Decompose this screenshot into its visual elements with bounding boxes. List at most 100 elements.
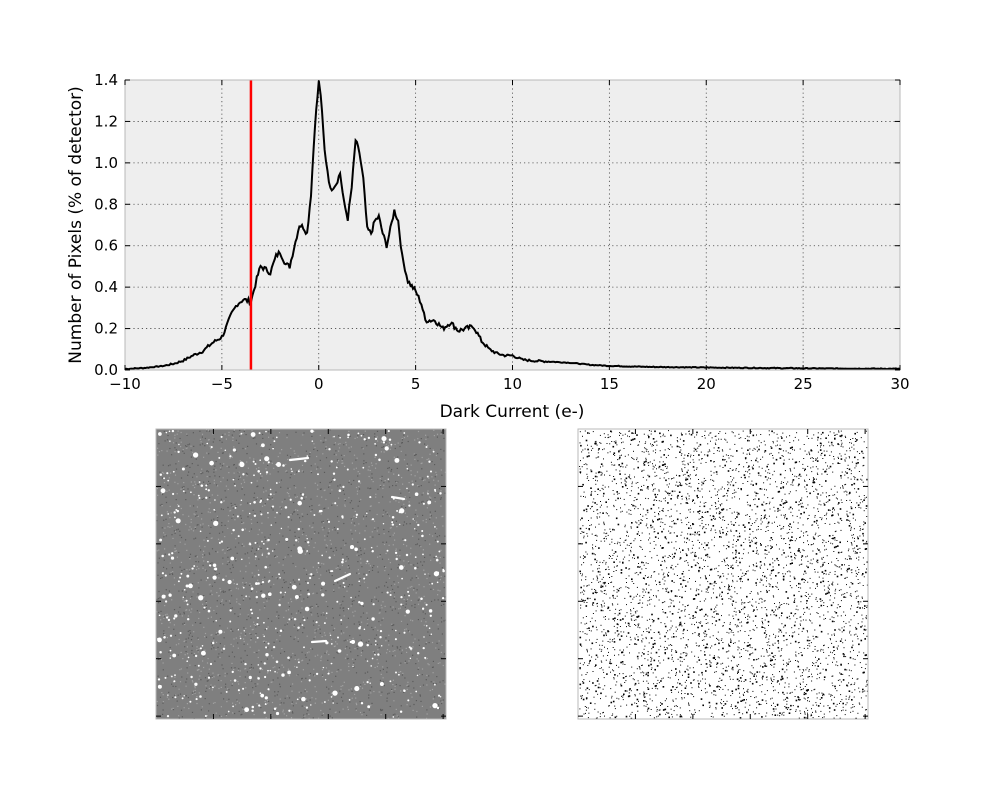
noise-pixel: [163, 472, 165, 474]
masked-pixel: [598, 565, 600, 566]
masked-pixel: [724, 464, 726, 467]
noise-pixel: [216, 600, 218, 602]
noise-pixel: [157, 494, 159, 496]
noise-pixel: [366, 612, 368, 614]
masked-pixel: [849, 632, 850, 634]
masked-pixel: [835, 545, 837, 548]
noise-pixel: [204, 437, 206, 440]
noise-pixel: [339, 484, 341, 486]
noise-pixel: [203, 539, 205, 541]
masked-pixel: [861, 597, 863, 599]
noise-pixel: [204, 445, 206, 447]
hot-pixel: [164, 600, 168, 603]
masked-pixel: [621, 442, 622, 444]
noise-pixel: [396, 646, 398, 648]
hot-pixel: [435, 555, 438, 558]
noise-pixel: [203, 560, 205, 562]
masked-pixel: [651, 575, 652, 577]
masked-pixel: [804, 595, 806, 597]
hot-pixel: [434, 526, 436, 528]
masked-pixel: [726, 557, 728, 559]
noise-pixel: [400, 492, 402, 494]
masked-pixel: [778, 642, 780, 644]
masked-pixel: [822, 539, 824, 541]
hot-pixel: [398, 523, 401, 526]
noise-pixel: [203, 595, 205, 597]
masked-pixel: [678, 679, 679, 681]
masked-pixel: [756, 551, 758, 553]
noise-pixel: [216, 592, 218, 594]
noise-pixel: [339, 607, 341, 609]
noise-pixel: [195, 511, 197, 513]
noise-pixel: [276, 611, 278, 613]
noise-pixel: [344, 544, 346, 546]
masked-pixel: [715, 707, 717, 709]
hot-pixel: [324, 679, 327, 681]
masked-pixel: [719, 575, 722, 578]
masked-pixel: [649, 694, 651, 696]
noise-pixel: [389, 650, 391, 652]
masked-pixel: [705, 544, 708, 547]
noise-pixel: [185, 685, 187, 687]
masked-pixel: [624, 455, 626, 457]
masked-pixel: [700, 557, 702, 559]
masked-pixel: [833, 537, 836, 539]
noise-pixel: [168, 590, 170, 592]
masked-pixel: [704, 430, 706, 432]
noise-pixel: [397, 456, 399, 458]
hot-pixel: [258, 704, 261, 707]
masked-pixel: [764, 627, 766, 629]
masked-pixel: [855, 438, 856, 440]
hot-pixel: [240, 432, 243, 435]
noise-pixel: [273, 467, 275, 469]
masked-pixel: [688, 495, 690, 497]
noise-pixel: [398, 608, 400, 610]
noise-pixel: [342, 586, 344, 588]
noise-pixel: [303, 432, 305, 434]
noise-pixel: [184, 640, 186, 642]
masked-pixel: [821, 517, 823, 519]
hot-pixel: [167, 694, 169, 696]
image-frame: [155, 428, 447, 720]
masked-pixel: [784, 515, 786, 517]
noise-pixel: [310, 510, 312, 513]
noise-pixel: [325, 551, 327, 553]
noise-pixel: [397, 575, 399, 577]
noise-pixel: [371, 702, 373, 704]
noise-pixel: [252, 687, 254, 689]
masked-pixel: [707, 587, 709, 589]
hot-pixel: [206, 577, 209, 579]
noise-pixel: [430, 681, 432, 683]
noise-pixel: [320, 513, 322, 515]
noise-pixel: [368, 639, 370, 641]
masked-pixel: [738, 535, 741, 538]
noise-pixel: [160, 619, 162, 621]
masked-pixel: [705, 619, 707, 620]
masked-pixel: [624, 433, 626, 435]
masked-pixel: [715, 610, 717, 612]
noise-pixel: [376, 430, 379, 432]
masked-pixel: [587, 692, 589, 694]
masked-pixel: [788, 508, 790, 510]
noise-pixel: [386, 513, 388, 515]
noise-pixel: [348, 584, 351, 586]
masked-pixel: [815, 597, 817, 599]
masked-pixel: [643, 451, 645, 453]
noise-pixel: [198, 568, 200, 570]
noise-pixel: [442, 430, 444, 432]
masked-pixel: [699, 609, 701, 611]
masked-pixel: [644, 555, 646, 557]
noise-pixel: [282, 711, 284, 713]
noise-pixel: [220, 706, 222, 708]
noise-pixel: [257, 683, 259, 685]
noise-pixel: [183, 568, 185, 570]
masked-pixel: [675, 457, 677, 459]
masked-pixel: [782, 432, 784, 434]
noise-pixel: [328, 692, 330, 694]
noise-pixel: [429, 543, 431, 545]
masked-pixel: [614, 691, 616, 693]
hot-pixel: [414, 566, 417, 570]
noise-pixel: [185, 641, 187, 643]
noise-pixel: [273, 641, 275, 643]
noise-pixel: [295, 702, 297, 704]
